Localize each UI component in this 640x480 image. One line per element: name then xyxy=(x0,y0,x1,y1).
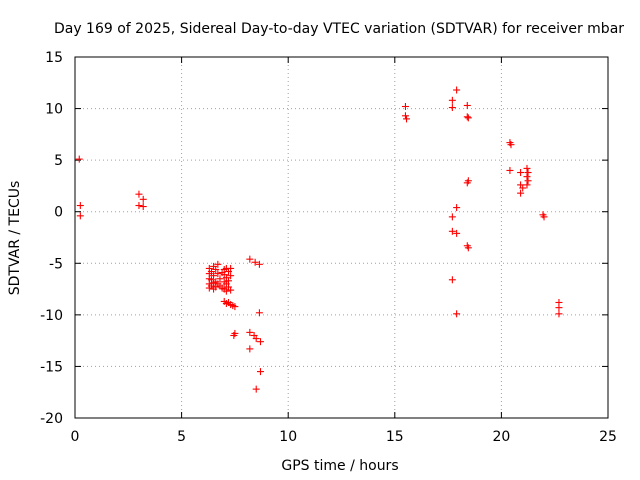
data-point xyxy=(403,115,411,123)
data-point xyxy=(463,113,471,121)
data-point xyxy=(506,166,514,174)
data-points xyxy=(75,86,563,393)
data-point xyxy=(252,335,260,343)
data-point xyxy=(507,141,515,149)
data-point xyxy=(517,189,525,197)
data-point xyxy=(227,264,235,272)
data-point xyxy=(453,204,461,212)
data-point xyxy=(225,277,233,285)
data-point xyxy=(135,202,143,210)
x-tick-label: 5 xyxy=(177,429,186,445)
data-point xyxy=(210,272,218,280)
data-point xyxy=(222,287,230,295)
data-point xyxy=(519,184,527,192)
data-point xyxy=(448,104,456,112)
data-point xyxy=(448,276,456,284)
data-point xyxy=(453,229,461,237)
data-point xyxy=(517,169,525,177)
data-point xyxy=(230,331,238,339)
data-point xyxy=(255,260,263,268)
data-point xyxy=(246,328,254,336)
data-point xyxy=(256,368,264,376)
data-point xyxy=(246,345,254,353)
data-point xyxy=(401,103,409,111)
y-tick-label: -10 xyxy=(40,308,63,324)
data-point xyxy=(464,177,472,185)
data-point xyxy=(448,96,456,104)
data-point xyxy=(523,164,531,172)
data-point xyxy=(453,310,461,318)
data-point xyxy=(524,169,532,177)
data-point xyxy=(464,244,472,252)
data-point xyxy=(453,86,461,94)
data-point xyxy=(448,213,456,221)
y-tick-label: 15 xyxy=(45,50,63,66)
y-axis-label: SDTVAR / TECUs xyxy=(7,181,23,296)
data-point xyxy=(523,181,531,189)
tick-labels: 0 5 10 15 20 25 -20 -15 -10 -5 0 5 10 15 xyxy=(40,50,617,445)
y-tick-label: -5 xyxy=(49,256,63,272)
data-point xyxy=(76,212,84,220)
data-point xyxy=(139,203,147,211)
data-point xyxy=(464,114,472,122)
y-tick-label: 10 xyxy=(45,102,63,118)
data-point xyxy=(524,177,532,185)
data-point xyxy=(448,227,456,235)
data-point xyxy=(76,202,84,210)
data-point xyxy=(251,258,259,266)
data-point xyxy=(401,112,409,120)
data-point xyxy=(135,190,143,198)
y-tick-label: 5 xyxy=(54,153,63,169)
data-point xyxy=(214,260,222,268)
data-point xyxy=(246,255,254,263)
plot-frame xyxy=(74,56,609,419)
y-tick-label: -15 xyxy=(40,359,63,375)
x-tick-label: 20 xyxy=(492,429,510,445)
y-tick-label: -20 xyxy=(40,411,63,427)
data-point xyxy=(227,272,235,280)
grid-lines xyxy=(75,57,608,418)
data-point xyxy=(231,303,239,311)
data-point xyxy=(75,155,83,163)
axis-ticks xyxy=(74,56,609,419)
chart-title: Day 169 of 2025, Sidereal Day-to-day VTE… xyxy=(54,21,624,37)
y-tick-label: 0 xyxy=(54,205,63,221)
data-point xyxy=(463,101,471,109)
data-point xyxy=(555,310,563,318)
data-point xyxy=(214,270,222,278)
data-point xyxy=(227,286,235,294)
data-point xyxy=(207,268,215,276)
x-tick-label: 10 xyxy=(279,429,297,445)
data-point xyxy=(255,309,263,317)
data-point xyxy=(252,385,260,393)
x-tick-label: 15 xyxy=(386,429,404,445)
data-point xyxy=(216,275,224,283)
x-axis-label: GPS time / hours xyxy=(281,458,398,474)
x-tick-label: 25 xyxy=(599,429,617,445)
data-point xyxy=(540,213,548,221)
x-tick-label: 0 xyxy=(71,429,80,445)
data-point xyxy=(212,265,220,273)
data-point xyxy=(139,195,147,203)
data-point xyxy=(523,173,531,181)
data-point xyxy=(555,304,563,312)
data-point xyxy=(256,338,264,346)
